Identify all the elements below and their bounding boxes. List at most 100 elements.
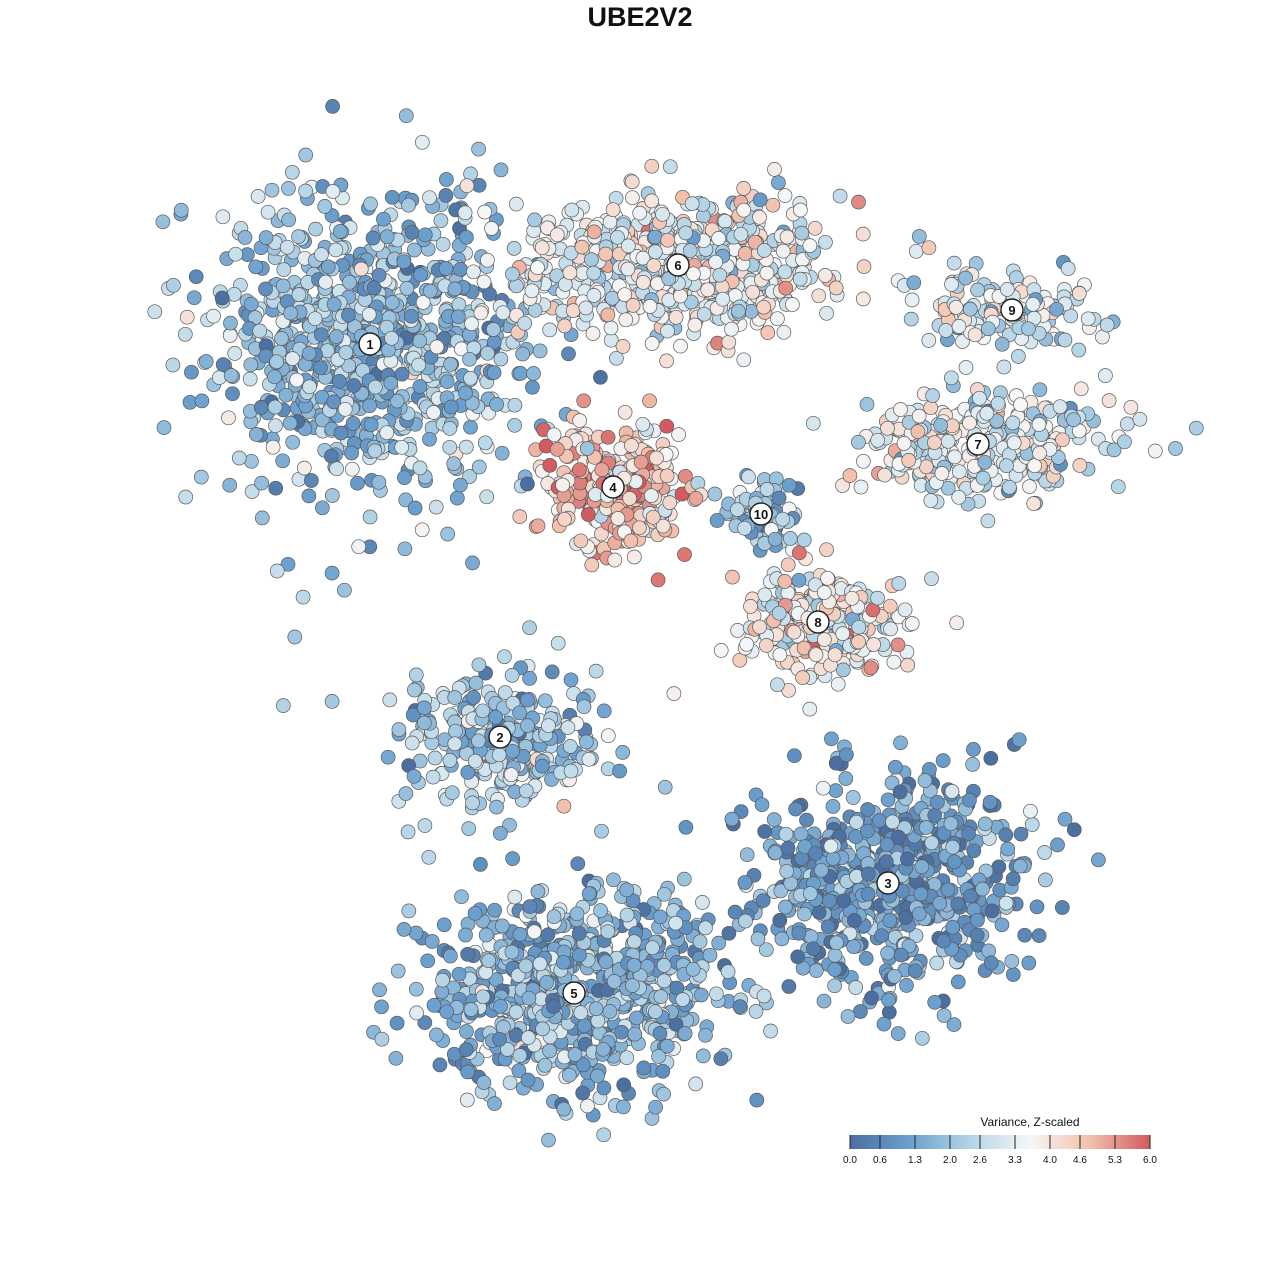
cell-point — [925, 388, 940, 403]
cell-point — [468, 675, 484, 691]
cell-point — [439, 172, 454, 187]
cell-point — [785, 297, 800, 312]
cell-point — [577, 1018, 592, 1034]
cell-point — [388, 1050, 404, 1066]
cell-point — [408, 981, 424, 997]
cell-point — [493, 998, 508, 1014]
cell-point — [838, 771, 854, 786]
cell-point — [590, 1013, 606, 1029]
cell-point — [281, 212, 297, 228]
cell-point — [422, 190, 437, 206]
cell-point — [193, 469, 209, 485]
cell-point — [1021, 955, 1037, 971]
cell-point — [1071, 342, 1087, 358]
cell-point — [476, 274, 492, 290]
cell-point — [426, 405, 441, 420]
cell-point — [518, 958, 534, 974]
cell-point — [458, 927, 473, 943]
cell-point — [398, 786, 414, 801]
cell-point — [625, 190, 640, 206]
cell-point — [344, 445, 359, 461]
cell-point — [793, 826, 809, 842]
cell-point — [478, 927, 494, 943]
cell-point — [778, 899, 793, 915]
cell-point — [338, 345, 354, 360]
cell-point — [155, 214, 171, 230]
cell-point — [237, 230, 253, 245]
cell-point — [464, 395, 480, 411]
cell-point — [835, 626, 851, 641]
cell-point — [970, 912, 985, 928]
cell-point — [1038, 872, 1053, 888]
cell-point — [606, 974, 622, 989]
cell-point — [564, 202, 580, 218]
cell-point — [389, 1015, 405, 1031]
cell-point — [397, 470, 412, 486]
cell-point — [771, 490, 787, 506]
cluster-marker-9: 9 — [1000, 298, 1024, 322]
cell-point — [860, 886, 876, 902]
cell-point — [379, 425, 395, 441]
cell-point — [816, 993, 832, 1009]
cell-point — [451, 966, 467, 982]
cell-point — [367, 379, 383, 395]
cell-point — [522, 620, 537, 636]
cell-point — [695, 895, 710, 910]
cell-point — [923, 400, 939, 416]
cell-point — [966, 742, 981, 757]
cell-point — [943, 816, 959, 832]
cell-point — [1119, 416, 1135, 432]
cell-point — [489, 397, 504, 412]
cell-point — [620, 238, 636, 254]
cell-point — [520, 1030, 536, 1045]
cell-point — [662, 495, 678, 510]
cell-point — [480, 345, 495, 361]
cell-point — [851, 634, 866, 650]
cell-point — [596, 1127, 612, 1143]
cell-point — [244, 453, 259, 469]
cell-point — [186, 290, 202, 306]
cell-point — [965, 757, 980, 772]
cell-point — [222, 477, 238, 493]
cell-point — [896, 436, 912, 451]
cell-point — [467, 753, 483, 769]
cell-point — [363, 417, 379, 433]
cell-point — [840, 1009, 856, 1024]
cell-point — [416, 700, 432, 716]
cell-point — [610, 511, 626, 526]
cell-point — [1022, 479, 1037, 494]
cell-point — [929, 955, 945, 971]
cell-point — [494, 918, 510, 934]
cell-point — [874, 928, 889, 944]
color-bar-tick-label: 4.6 — [1073, 1155, 1087, 1166]
cell-point — [465, 555, 480, 571]
cell-point — [625, 978, 640, 993]
cell-point — [397, 541, 413, 557]
cell-point — [438, 261, 454, 276]
cell-point — [345, 416, 361, 431]
cell-point — [950, 896, 966, 912]
cell-point — [442, 753, 458, 768]
cell-point — [570, 856, 586, 872]
cell-point — [911, 906, 927, 922]
cell-point — [521, 990, 537, 1006]
cell-point — [883, 621, 898, 637]
cell-point — [416, 715, 432, 731]
cell-point — [269, 354, 284, 370]
cell-point — [731, 303, 746, 319]
cell-point — [275, 698, 291, 713]
cell-point — [227, 346, 243, 361]
cell-point — [904, 292, 920, 308]
cell-point — [880, 792, 896, 808]
cell-point — [522, 671, 537, 686]
cell-point — [678, 225, 694, 241]
cell-point — [463, 1002, 479, 1017]
cell-point — [1066, 412, 1081, 428]
cell-point — [313, 360, 328, 376]
cell-point — [626, 957, 642, 973]
cell-point — [900, 851, 915, 867]
cell-point — [458, 439, 474, 455]
cell-point — [677, 547, 692, 562]
cell-point — [598, 954, 614, 970]
cell-point — [595, 1041, 611, 1057]
